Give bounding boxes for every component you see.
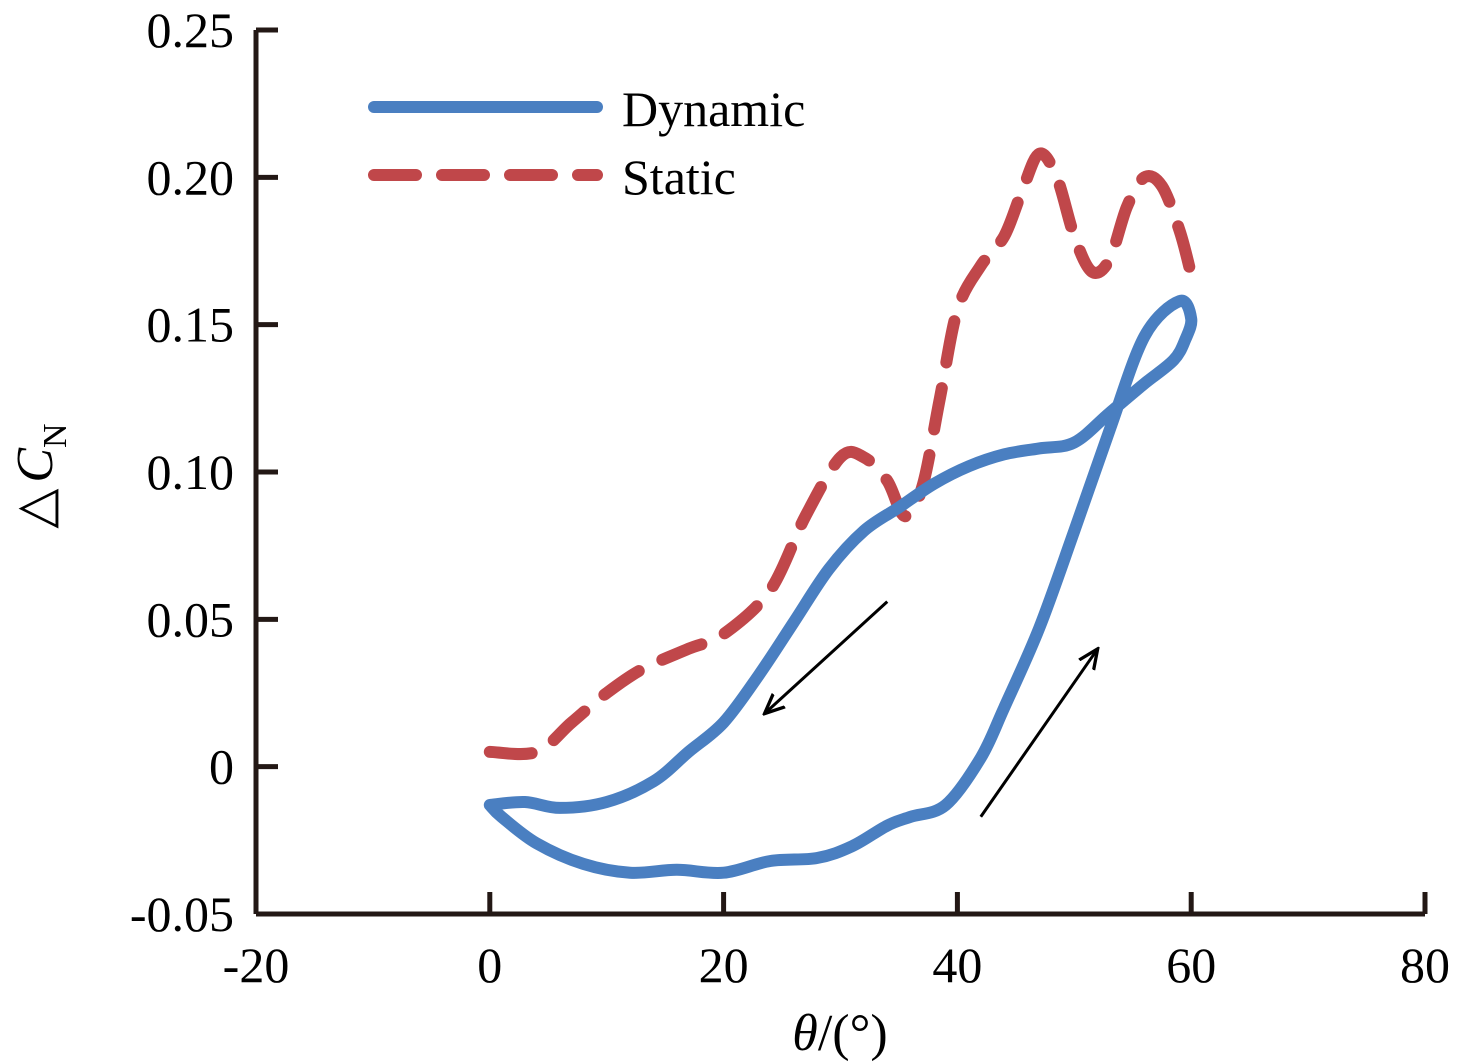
y-axis-label: △ CN xyxy=(7,423,74,528)
x-axis-label: θ/(°) xyxy=(792,1005,887,1062)
series-line-dynamic xyxy=(483,294,1198,880)
x-tick-label: -20 xyxy=(223,937,290,993)
y-tick-label: 0.10 xyxy=(147,444,235,500)
x-axis-unit: /(°) xyxy=(818,1005,888,1062)
series-line-static xyxy=(483,147,1198,761)
y-tick-label: 0.15 xyxy=(147,297,235,353)
legend-label-dynamic: Dynamic xyxy=(622,81,805,137)
legend-label-static: Static xyxy=(622,149,736,205)
x-tick-label: 60 xyxy=(1166,937,1216,993)
svg-text:θ/(°): θ/(°) xyxy=(792,1005,887,1062)
direction-arrow-2 xyxy=(979,649,1098,818)
y-tick-label: 0.25 xyxy=(147,2,235,58)
svg-text:△CN: △ CN xyxy=(7,423,74,528)
y-axis-subscript: N xyxy=(37,423,74,448)
y-tick-label: 0.20 xyxy=(147,149,235,205)
x-ticks: -20 0 20 40 60 80 xyxy=(223,892,1450,993)
x-tick-label: 40 xyxy=(932,937,982,993)
y-tick-label: 0.05 xyxy=(147,591,235,647)
x-tick-label: 80 xyxy=(1400,937,1450,993)
y-ticks: -0.05 0 0.05 0.10 0.15 0.20 0.25 xyxy=(130,2,278,942)
y-axis-symbol: C xyxy=(7,447,64,483)
annotation-layer xyxy=(765,600,1098,818)
direction-arrow-1 xyxy=(765,600,889,714)
y-axis-prefix: △ xyxy=(7,489,64,529)
x-tick-label: 0 xyxy=(477,937,502,993)
y-tick-label: -0.05 xyxy=(130,886,234,942)
y-tick-label: 0 xyxy=(209,739,234,795)
x-tick-label: 20 xyxy=(699,937,749,993)
x-axis-symbol: θ xyxy=(792,1005,818,1062)
axes: -0.05 0 0.05 0.10 0.15 0.20 0.25 -20 0 20 40 60 80 xyxy=(130,2,1450,993)
legend: Dynamic Static xyxy=(368,81,805,205)
series-layer xyxy=(483,147,1198,880)
